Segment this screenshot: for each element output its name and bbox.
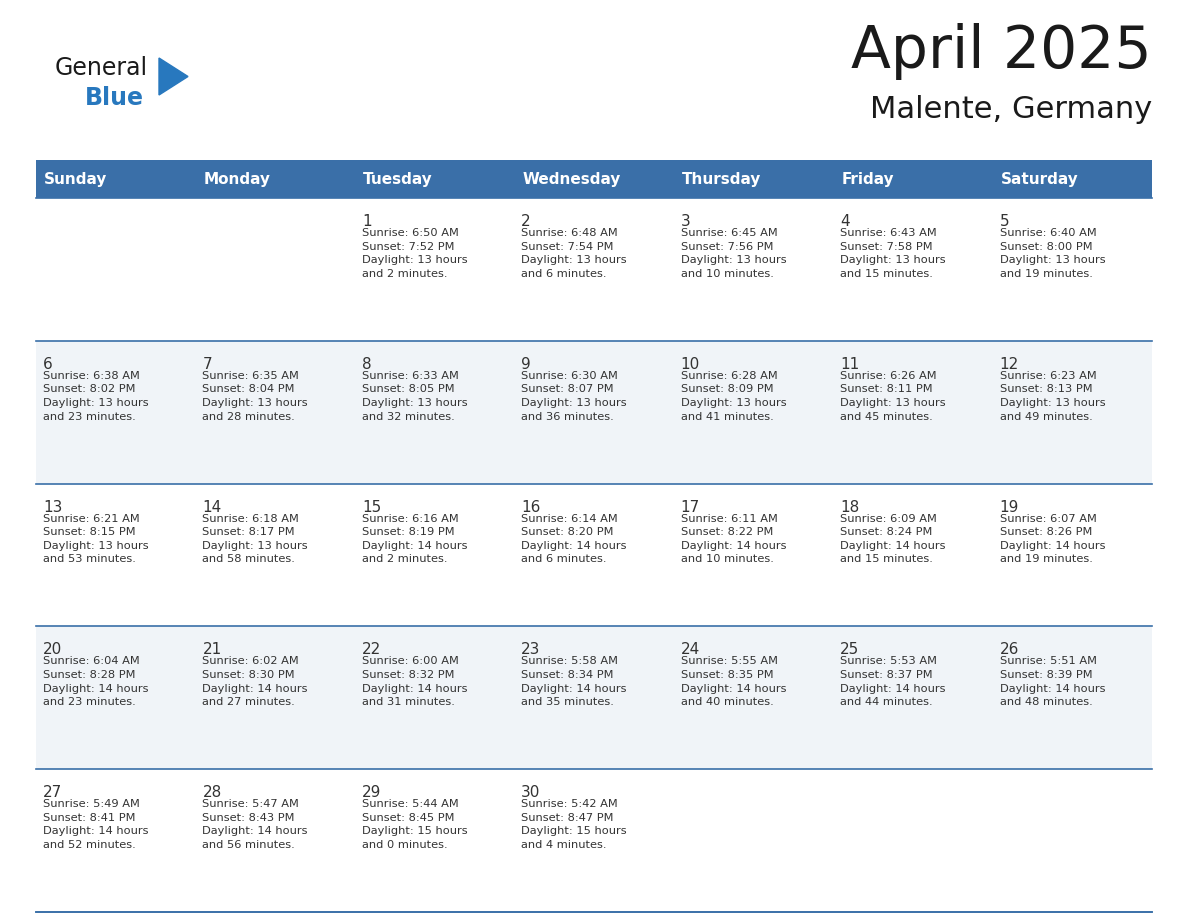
Bar <box>514 160 674 198</box>
Text: 17: 17 <box>681 499 700 515</box>
Text: Sunrise: 6:00 AM
Sunset: 8:32 PM
Daylight: 14 hours
and 31 minutes.: Sunrise: 6:00 AM Sunset: 8:32 PM Dayligh… <box>362 656 467 707</box>
Bar <box>833 160 992 198</box>
Text: Sunrise: 6:14 AM
Sunset: 8:20 PM
Daylight: 14 hours
and 6 minutes.: Sunrise: 6:14 AM Sunset: 8:20 PM Dayligh… <box>522 513 627 565</box>
Text: 28: 28 <box>202 785 222 800</box>
Text: 26: 26 <box>999 643 1019 657</box>
Text: 13: 13 <box>43 499 63 515</box>
Text: 24: 24 <box>681 643 700 657</box>
Text: 8: 8 <box>362 357 372 372</box>
Text: Sunrise: 6:33 AM
Sunset: 8:05 PM
Daylight: 13 hours
and 32 minutes.: Sunrise: 6:33 AM Sunset: 8:05 PM Dayligh… <box>362 371 468 421</box>
Text: Sunrise: 6:09 AM
Sunset: 8:24 PM
Daylight: 14 hours
and 15 minutes.: Sunrise: 6:09 AM Sunset: 8:24 PM Dayligh… <box>840 513 946 565</box>
Text: Sunrise: 5:58 AM
Sunset: 8:34 PM
Daylight: 14 hours
and 35 minutes.: Sunrise: 5:58 AM Sunset: 8:34 PM Dayligh… <box>522 656 627 707</box>
Text: Sunday: Sunday <box>44 173 107 187</box>
Text: Sunrise: 5:55 AM
Sunset: 8:35 PM
Daylight: 14 hours
and 40 minutes.: Sunrise: 5:55 AM Sunset: 8:35 PM Dayligh… <box>681 656 786 707</box>
Text: Sunrise: 5:44 AM
Sunset: 8:45 PM
Daylight: 15 hours
and 0 minutes.: Sunrise: 5:44 AM Sunset: 8:45 PM Dayligh… <box>362 800 468 850</box>
Text: Sunrise: 6:40 AM
Sunset: 8:00 PM
Daylight: 13 hours
and 19 minutes.: Sunrise: 6:40 AM Sunset: 8:00 PM Dayligh… <box>999 228 1105 279</box>
Text: Sunrise: 6:21 AM
Sunset: 8:15 PM
Daylight: 13 hours
and 53 minutes.: Sunrise: 6:21 AM Sunset: 8:15 PM Dayligh… <box>43 513 148 565</box>
Text: Monday: Monday <box>203 173 271 187</box>
Text: Sunrise: 5:51 AM
Sunset: 8:39 PM
Daylight: 14 hours
and 48 minutes.: Sunrise: 5:51 AM Sunset: 8:39 PM Dayligh… <box>999 656 1105 707</box>
Text: Blue: Blue <box>86 86 144 110</box>
Text: Sunrise: 6:30 AM
Sunset: 8:07 PM
Daylight: 13 hours
and 36 minutes.: Sunrise: 6:30 AM Sunset: 8:07 PM Dayligh… <box>522 371 627 421</box>
Bar <box>36 341 1152 484</box>
Text: 20: 20 <box>43 643 62 657</box>
Text: Sunrise: 6:02 AM
Sunset: 8:30 PM
Daylight: 14 hours
and 27 minutes.: Sunrise: 6:02 AM Sunset: 8:30 PM Dayligh… <box>202 656 308 707</box>
Text: Sunrise: 6:28 AM
Sunset: 8:09 PM
Daylight: 13 hours
and 41 minutes.: Sunrise: 6:28 AM Sunset: 8:09 PM Dayligh… <box>681 371 786 421</box>
Bar <box>36 160 196 198</box>
Text: Thursday: Thursday <box>682 173 762 187</box>
Text: Wednesday: Wednesday <box>523 173 620 187</box>
Text: Sunrise: 6:35 AM
Sunset: 8:04 PM
Daylight: 13 hours
and 28 minutes.: Sunrise: 6:35 AM Sunset: 8:04 PM Dayligh… <box>202 371 308 421</box>
Text: 12: 12 <box>999 357 1019 372</box>
Text: Sunrise: 6:04 AM
Sunset: 8:28 PM
Daylight: 14 hours
and 23 minutes.: Sunrise: 6:04 AM Sunset: 8:28 PM Dayligh… <box>43 656 148 707</box>
Text: General: General <box>55 56 148 80</box>
Text: Sunrise: 6:48 AM
Sunset: 7:54 PM
Daylight: 13 hours
and 6 minutes.: Sunrise: 6:48 AM Sunset: 7:54 PM Dayligh… <box>522 228 627 279</box>
Text: Sunrise: 5:53 AM
Sunset: 8:37 PM
Daylight: 14 hours
and 44 minutes.: Sunrise: 5:53 AM Sunset: 8:37 PM Dayligh… <box>840 656 946 707</box>
Bar <box>674 160 833 198</box>
Text: 16: 16 <box>522 499 541 515</box>
Text: 10: 10 <box>681 357 700 372</box>
Text: 3: 3 <box>681 214 690 229</box>
Text: Sunrise: 6:18 AM
Sunset: 8:17 PM
Daylight: 13 hours
and 58 minutes.: Sunrise: 6:18 AM Sunset: 8:17 PM Dayligh… <box>202 513 308 565</box>
Polygon shape <box>159 58 188 95</box>
Text: 4: 4 <box>840 214 849 229</box>
Text: 1: 1 <box>362 214 372 229</box>
Bar <box>196 160 355 198</box>
Text: Sunrise: 6:43 AM
Sunset: 7:58 PM
Daylight: 13 hours
and 15 minutes.: Sunrise: 6:43 AM Sunset: 7:58 PM Dayligh… <box>840 228 946 279</box>
Bar <box>992 160 1152 198</box>
Text: 7: 7 <box>202 357 211 372</box>
Bar <box>36 626 1152 769</box>
Text: Sunrise: 6:23 AM
Sunset: 8:13 PM
Daylight: 13 hours
and 49 minutes.: Sunrise: 6:23 AM Sunset: 8:13 PM Dayligh… <box>999 371 1105 421</box>
Text: 9: 9 <box>522 357 531 372</box>
Text: Tuesday: Tuesday <box>362 173 432 187</box>
Text: 11: 11 <box>840 357 859 372</box>
Text: Sunrise: 6:26 AM
Sunset: 8:11 PM
Daylight: 13 hours
and 45 minutes.: Sunrise: 6:26 AM Sunset: 8:11 PM Dayligh… <box>840 371 946 421</box>
Bar <box>36 198 1152 341</box>
Text: Malente, Germany: Malente, Germany <box>870 95 1152 124</box>
Text: 25: 25 <box>840 643 859 657</box>
Text: 14: 14 <box>202 499 222 515</box>
Bar <box>355 160 514 198</box>
Text: Sunrise: 6:07 AM
Sunset: 8:26 PM
Daylight: 14 hours
and 19 minutes.: Sunrise: 6:07 AM Sunset: 8:26 PM Dayligh… <box>999 513 1105 565</box>
Text: Sunrise: 6:16 AM
Sunset: 8:19 PM
Daylight: 14 hours
and 2 minutes.: Sunrise: 6:16 AM Sunset: 8:19 PM Dayligh… <box>362 513 467 565</box>
Text: 15: 15 <box>362 499 381 515</box>
Text: 27: 27 <box>43 785 62 800</box>
Text: 21: 21 <box>202 643 222 657</box>
Text: Sunrise: 6:11 AM
Sunset: 8:22 PM
Daylight: 14 hours
and 10 minutes.: Sunrise: 6:11 AM Sunset: 8:22 PM Dayligh… <box>681 513 786 565</box>
Text: Sunrise: 6:50 AM
Sunset: 7:52 PM
Daylight: 13 hours
and 2 minutes.: Sunrise: 6:50 AM Sunset: 7:52 PM Dayligh… <box>362 228 468 279</box>
Text: Sunrise: 6:45 AM
Sunset: 7:56 PM
Daylight: 13 hours
and 10 minutes.: Sunrise: 6:45 AM Sunset: 7:56 PM Dayligh… <box>681 228 786 279</box>
Bar <box>36 484 1152 626</box>
Text: 19: 19 <box>999 499 1019 515</box>
Text: Saturday: Saturday <box>1000 173 1079 187</box>
Text: Sunrise: 6:38 AM
Sunset: 8:02 PM
Daylight: 13 hours
and 23 minutes.: Sunrise: 6:38 AM Sunset: 8:02 PM Dayligh… <box>43 371 148 421</box>
Text: 30: 30 <box>522 785 541 800</box>
Text: April 2025: April 2025 <box>852 23 1152 80</box>
Text: 22: 22 <box>362 643 381 657</box>
Text: Friday: Friday <box>841 173 893 187</box>
Text: 6: 6 <box>43 357 52 372</box>
Text: 23: 23 <box>522 643 541 657</box>
Bar <box>36 769 1152 912</box>
Text: Sunrise: 5:47 AM
Sunset: 8:43 PM
Daylight: 14 hours
and 56 minutes.: Sunrise: 5:47 AM Sunset: 8:43 PM Dayligh… <box>202 800 308 850</box>
Text: 2: 2 <box>522 214 531 229</box>
Text: Sunrise: 5:49 AM
Sunset: 8:41 PM
Daylight: 14 hours
and 52 minutes.: Sunrise: 5:49 AM Sunset: 8:41 PM Dayligh… <box>43 800 148 850</box>
Text: 29: 29 <box>362 785 381 800</box>
Text: 5: 5 <box>999 214 1009 229</box>
Text: Sunrise: 5:42 AM
Sunset: 8:47 PM
Daylight: 15 hours
and 4 minutes.: Sunrise: 5:42 AM Sunset: 8:47 PM Dayligh… <box>522 800 627 850</box>
Text: 18: 18 <box>840 499 859 515</box>
